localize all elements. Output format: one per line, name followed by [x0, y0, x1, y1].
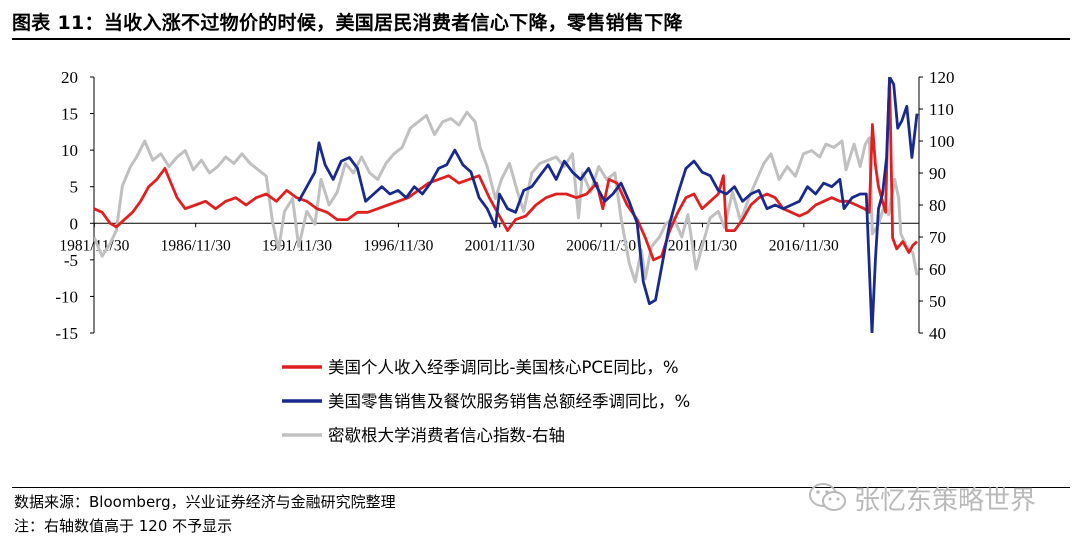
title-rule: [12, 38, 1070, 40]
source-note: 数据来源：Bloomberg，兴业证券经济与金融研究院整理: [14, 493, 396, 511]
left-tick-label: 15: [61, 105, 78, 124]
x-tick-label: 2016/11/30: [769, 237, 839, 254]
right-tick-label: 40: [929, 324, 946, 343]
series-layer: [94, 77, 919, 333]
x-axis: 1981/11/30 1986/11/30 1991/11/30 1996/11/30…: [59, 223, 839, 254]
figure-title: 图表 11：当收入涨不过物价的时候，美国居民消费者信心下降，零售销售下降: [12, 12, 683, 34]
chart: -15 -10 -5 0 5 10 15 20 40 50 60 70 80 90 100 110 120 1…: [55, 68, 955, 445]
legend: 美国个人收入经季调同比-美国核心PCE同比，% 美国零售销售及餐饮服务销售总额经季…: [282, 358, 690, 445]
right-y-axis: 40 50 60 70 80 90 100 110 120: [919, 68, 955, 343]
legend-item-retail-sales-label: 美国零售销售及餐饮服务销售总额经季调同比，%: [328, 392, 690, 411]
left-tick-label: 20: [61, 68, 78, 87]
right-tick-label: 100: [929, 132, 955, 151]
legend-item-michigan-sentiment-label: 密歇根大学消费者信心指数-右轴: [328, 426, 565, 445]
left-tick-label: 0: [70, 214, 79, 233]
right-tick-label: 70: [929, 228, 946, 247]
axis-note: 注：右轴数值高于 120 不予显示: [14, 517, 233, 535]
x-tick-label: 2001/11/30: [465, 237, 535, 254]
x-tick-label: 1996/11/30: [363, 237, 433, 254]
x-tick-label: 1986/11/30: [161, 237, 231, 254]
right-tick-label: 90: [929, 164, 946, 183]
left-tick-label: -10: [55, 287, 78, 306]
left-tick-label: 5: [70, 178, 79, 197]
series-income-vs-core-pce: [94, 77, 918, 262]
left-tick-label: 10: [61, 141, 78, 160]
left-tick-label: -5: [64, 251, 78, 270]
right-tick-label: 120: [929, 68, 955, 87]
watermark: 张忆东策略世界: [808, 478, 1036, 518]
right-tick-label: 60: [929, 260, 946, 279]
legend-item-income-vs-core-pce-label: 美国个人收入经季调同比-美国核心PCE同比，%: [328, 358, 679, 377]
right-tick-label: 80: [929, 196, 946, 215]
x-tick-label: 2006/11/30: [566, 237, 636, 254]
right-tick-label: 50: [929, 292, 946, 311]
series-michigan-sentiment: [94, 110, 919, 284]
watermark-text: 张忆东策略世界: [854, 485, 1037, 516]
wechat-icon: [809, 483, 846, 511]
footer-rule: [12, 487, 1070, 488]
right-tick-label: 110: [929, 100, 954, 119]
left-y-axis: -15 -10 -5 0 5 10 15 20: [55, 68, 94, 343]
series-retail-sales: [297, 77, 919, 333]
left-tick-label: -15: [55, 324, 78, 343]
